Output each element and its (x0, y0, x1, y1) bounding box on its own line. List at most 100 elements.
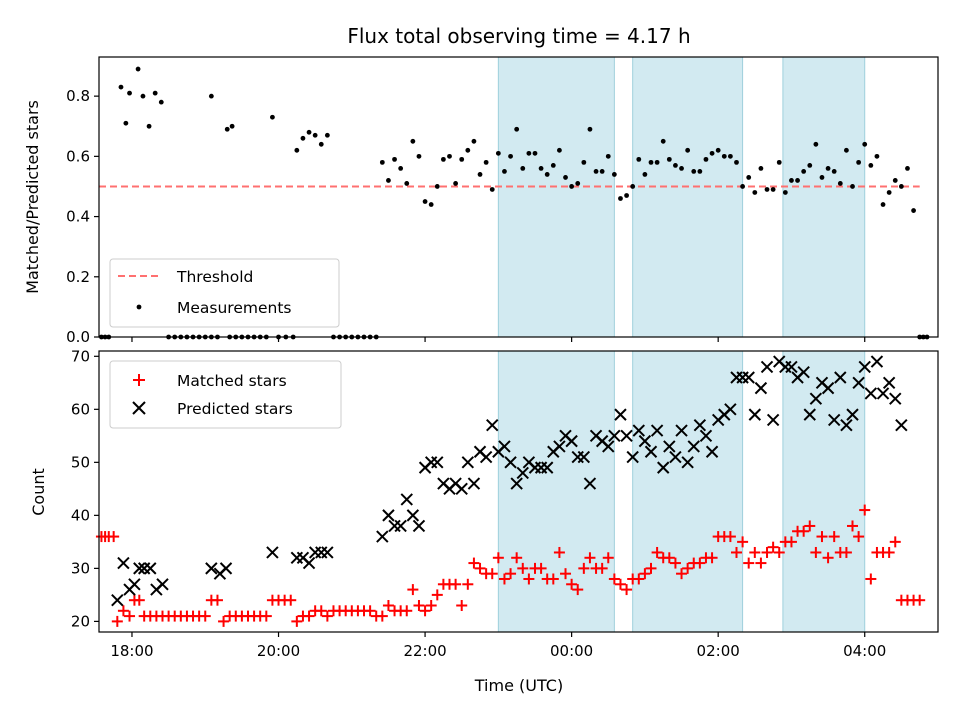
predicted-star-point-59 (620, 429, 633, 443)
bottom-data-marks (95, 355, 926, 627)
bottom-shaded-interval-2 (782, 350, 866, 633)
measurement-point-55 (422, 199, 428, 204)
matched-star-point-96 (669, 557, 681, 569)
predicted-star-point-56 (602, 440, 615, 453)
bottom-legend-box (109, 360, 342, 429)
predicted-star-point-33 (461, 456, 475, 469)
matched-star-point-113 (773, 546, 785, 558)
matched-star-point-119 (810, 546, 822, 558)
predicted-star-point-53 (583, 477, 597, 490)
matched-star-point-38 (315, 605, 327, 617)
measurement-point-5 (127, 90, 132, 96)
matched-star-point-93 (651, 546, 663, 558)
predicted-star-point-68 (675, 424, 688, 437)
measurement-point-75 (544, 172, 550, 177)
predicted-star-point-102 (882, 376, 896, 390)
measurement-point-102 (709, 150, 715, 156)
measurement-point-115 (789, 178, 794, 183)
measurement-point-7 (140, 93, 146, 99)
measurement-point-129 (874, 153, 880, 159)
measurement-point-94 (660, 138, 666, 144)
predicted-star-point-0 (111, 593, 124, 607)
measurement-point-73 (532, 150, 538, 156)
predicted-star-point-69 (681, 456, 694, 469)
measurement-point-113 (776, 159, 782, 165)
measurement-point-127 (862, 141, 868, 147)
legend-measurements-label: Measurements (177, 299, 292, 317)
measurement-point-83 (593, 169, 599, 174)
predicted-star-point-65 (657, 461, 670, 474)
matched-star-point-128 (865, 573, 877, 585)
measurement-point-95 (666, 156, 672, 162)
matched-star-point-54 (413, 599, 425, 611)
matched-star-point-79 (566, 578, 578, 590)
measurement-point-106 (734, 159, 739, 165)
predicted-star-point-50 (565, 434, 578, 448)
bottom-y-tick-label-0: 20 (71, 612, 90, 630)
predicted-star-point-81 (754, 381, 768, 395)
measurement-point-79 (569, 184, 575, 189)
predicted-star-point-61 (632, 424, 646, 437)
measurement-point-87 (618, 196, 623, 201)
measurement-point-134 (905, 165, 910, 171)
predicted-star-point-73 (705, 445, 719, 458)
matched-star-point-102 (706, 552, 718, 564)
matched-star-point-67 (492, 552, 504, 564)
matched-star-point-107 (737, 536, 749, 548)
matched-star-point-105 (724, 531, 736, 543)
measurement-point-100 (697, 169, 703, 174)
matched-star-point-29 (260, 610, 272, 622)
predicted-star-point-71 (693, 419, 707, 432)
matched-star-point-4 (111, 615, 123, 627)
matched-star-point-78 (560, 568, 572, 580)
predicted-star-point-104 (895, 419, 908, 432)
matched-star-point-95 (663, 552, 675, 564)
predicted-star-point-99 (864, 387, 878, 400)
top-legend: Threshold Measurements (109, 258, 340, 328)
predicted-star-point-60 (626, 450, 639, 464)
measurement-point-122 (831, 169, 837, 174)
measurement-point-104 (721, 153, 727, 159)
measurement-point-131 (886, 190, 892, 195)
matched-star-point-115 (785, 536, 797, 548)
matched-star-point-81 (578, 562, 590, 574)
measurement-point-130 (880, 202, 886, 207)
predicted-star-point-95 (840, 419, 853, 432)
measurement-point-37 (312, 132, 318, 138)
predicted-star-point-90 (809, 392, 823, 405)
measurement-point-133 (898, 184, 904, 189)
measurement-point-96 (673, 162, 678, 168)
predicted-star-point-42 (516, 466, 529, 480)
measurement-point-50 (392, 156, 397, 162)
x-tick-label-3: 00:00 (550, 642, 593, 660)
matched-star-point-121 (822, 552, 834, 564)
matched-star-point-118 (804, 520, 816, 532)
matched-star-point-53 (407, 584, 419, 596)
x-tick-label-0: 18:00 (110, 642, 153, 660)
matched-star-point-125 (847, 520, 859, 532)
measurement-point-110 (758, 165, 764, 171)
measurement-point-107 (740, 184, 745, 189)
measurement-point-67 (495, 150, 501, 156)
measurement-point-62 (465, 147, 471, 153)
predicted-star-point-24 (406, 509, 420, 522)
predicted-star-point-25 (412, 519, 426, 533)
measurement-point-51 (398, 165, 404, 171)
measurement-point-63 (471, 138, 477, 144)
measurement-point-112 (770, 187, 776, 192)
predicted-star-point-34 (467, 477, 481, 490)
legend-threshold-label: Threshold (176, 268, 253, 286)
predicted-star-point-88 (797, 366, 810, 379)
measurement-point-65 (483, 159, 489, 165)
measurement-point-70 (514, 126, 520, 132)
measurement-point-108 (746, 175, 752, 180)
predicted-star-point-28 (431, 456, 444, 469)
measurement-point-69 (508, 153, 513, 159)
matched-star-point-68 (498, 573, 510, 585)
measurement-point-85 (605, 153, 611, 159)
matched-star-point-46 (364, 605, 376, 617)
measurement-point-3 (118, 84, 124, 90)
bottom-x-axis: 18:00 20:00 22:00 00:00 02:00 04:00 (110, 632, 886, 660)
predicted-star-point-17 (315, 546, 328, 559)
